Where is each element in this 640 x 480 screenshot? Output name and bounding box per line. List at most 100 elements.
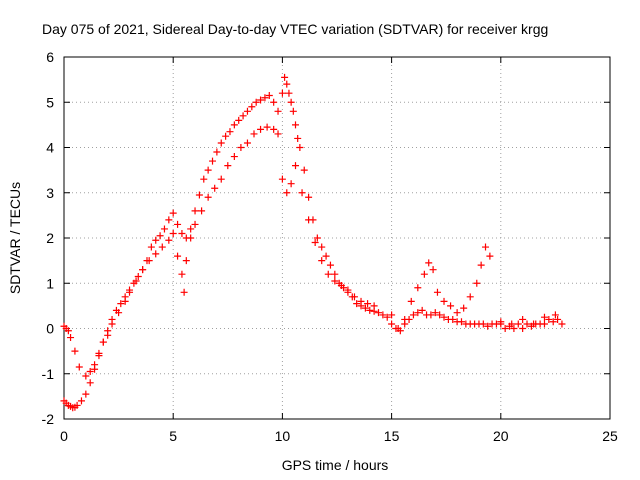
data-point bbox=[198, 207, 206, 215]
data-point bbox=[115, 309, 123, 317]
data-point bbox=[545, 315, 553, 323]
data-point bbox=[318, 243, 326, 251]
data-point bbox=[497, 318, 505, 326]
data-point bbox=[540, 313, 548, 321]
data-point bbox=[440, 297, 448, 305]
data-point bbox=[298, 189, 306, 197]
data-point bbox=[477, 261, 485, 269]
data-point bbox=[77, 397, 85, 405]
data-point bbox=[486, 252, 494, 260]
data-point bbox=[453, 309, 461, 317]
data-point bbox=[169, 229, 177, 237]
data-point bbox=[388, 320, 396, 328]
data-point bbox=[67, 334, 75, 342]
data-point bbox=[394, 325, 402, 332]
data-point bbox=[278, 175, 286, 183]
data-point bbox=[158, 243, 166, 251]
data-point bbox=[296, 144, 304, 151]
data-point bbox=[261, 94, 269, 102]
data-point bbox=[147, 243, 155, 251]
series-1 bbox=[60, 123, 559, 380]
data-point bbox=[530, 320, 538, 328]
data-point bbox=[508, 320, 516, 328]
data-point bbox=[200, 175, 208, 183]
data-point bbox=[447, 302, 455, 310]
data-point bbox=[401, 315, 409, 323]
data-point bbox=[270, 98, 278, 106]
data-point bbox=[182, 257, 190, 265]
data-point bbox=[95, 349, 103, 357]
data-point bbox=[285, 89, 293, 97]
data-point bbox=[274, 130, 282, 138]
data-point bbox=[265, 91, 273, 99]
data-point bbox=[224, 162, 232, 170]
data-point bbox=[152, 236, 160, 244]
y-tick-label: 2 bbox=[46, 230, 54, 246]
data-point bbox=[145, 257, 153, 265]
data-point bbox=[283, 189, 291, 197]
data-point bbox=[357, 297, 365, 305]
data-point bbox=[75, 363, 83, 371]
data-point bbox=[213, 148, 221, 156]
data-point bbox=[152, 250, 160, 258]
data-point bbox=[178, 229, 186, 237]
data-point bbox=[479, 320, 487, 328]
x-tick-label: 10 bbox=[275, 428, 291, 444]
y-tick-label: 1 bbox=[46, 275, 54, 291]
data-point bbox=[383, 313, 391, 321]
data-point bbox=[519, 315, 527, 323]
y-tick-label: -2 bbox=[42, 411, 55, 427]
data-point bbox=[248, 103, 256, 111]
data-point bbox=[287, 98, 295, 106]
data-point bbox=[187, 234, 195, 242]
data-point bbox=[281, 73, 289, 81]
data-point bbox=[204, 193, 212, 201]
data-point bbox=[388, 311, 396, 319]
data-point bbox=[558, 320, 566, 328]
data-point bbox=[132, 277, 140, 285]
data-point bbox=[187, 225, 195, 233]
data-point bbox=[433, 288, 441, 296]
data-point bbox=[366, 306, 374, 314]
data-point bbox=[226, 128, 234, 136]
y-tick-label: 5 bbox=[46, 94, 54, 110]
data-point bbox=[108, 320, 116, 328]
data-point bbox=[191, 220, 199, 228]
data-point bbox=[230, 121, 238, 129]
x-tick-label: 0 bbox=[60, 428, 68, 444]
data-point bbox=[409, 311, 417, 319]
data-point bbox=[169, 209, 177, 217]
data-point bbox=[551, 311, 559, 319]
data-point bbox=[431, 309, 439, 317]
data-point bbox=[326, 261, 334, 269]
data-point bbox=[82, 390, 90, 398]
data-point bbox=[379, 311, 387, 319]
data-point bbox=[331, 277, 339, 285]
data-point bbox=[440, 313, 448, 321]
data-point bbox=[222, 132, 230, 140]
data-point bbox=[292, 121, 300, 129]
data-point bbox=[300, 166, 308, 174]
data-point bbox=[370, 302, 378, 310]
data-point bbox=[252, 98, 260, 106]
data-point bbox=[204, 166, 212, 174]
chart-title: Day 075 of 2021, Sidereal Day-to-day VTE… bbox=[42, 21, 548, 37]
data-point bbox=[364, 300, 372, 308]
data-point bbox=[86, 367, 94, 375]
data-point bbox=[311, 239, 319, 247]
data-point bbox=[460, 304, 468, 312]
data-point bbox=[243, 139, 251, 147]
data-point bbox=[420, 270, 428, 278]
data-point bbox=[337, 282, 345, 290]
y-tick-label: -1 bbox=[42, 366, 55, 382]
data-point bbox=[217, 175, 225, 183]
data-point bbox=[250, 130, 258, 138]
data-point bbox=[407, 297, 415, 305]
data-point bbox=[350, 293, 358, 301]
data-point bbox=[305, 216, 313, 224]
data-point bbox=[414, 309, 422, 317]
data-point bbox=[482, 243, 490, 251]
data-point bbox=[274, 107, 282, 115]
data-point bbox=[322, 252, 330, 260]
